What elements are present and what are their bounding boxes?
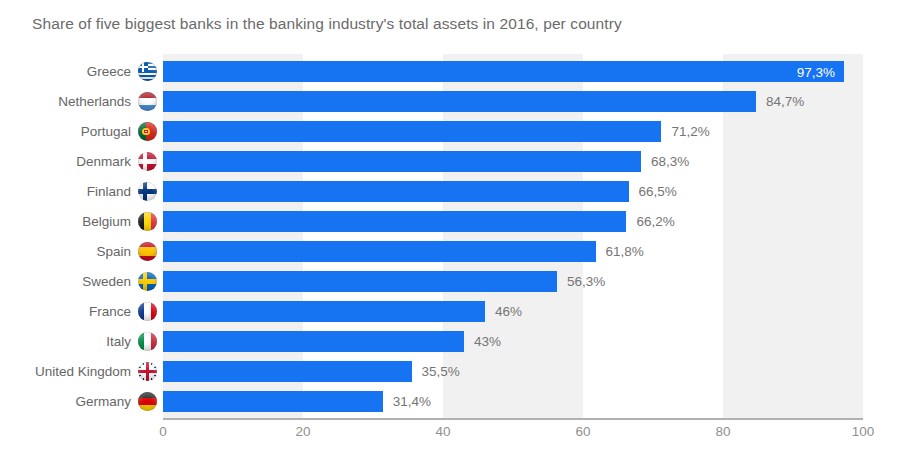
category-label-row: Finland xyxy=(87,181,157,202)
denmark-flag-icon xyxy=(138,152,157,171)
category-column: Greece Netherlands Portugal Denmark Finland B… xyxy=(0,54,157,418)
x-axis-tick-100: 100 xyxy=(852,424,875,439)
bar-value-label: 84,7% xyxy=(766,91,804,112)
finland-flag-icon xyxy=(138,182,157,201)
greece-flag-icon xyxy=(138,62,157,81)
chart-title: Share of five biggest banks in the banki… xyxy=(32,15,622,33)
bar-value-label: 46% xyxy=(495,301,522,322)
bar-italy xyxy=(163,331,464,352)
uk-flag-icon xyxy=(138,362,157,381)
category-name: France xyxy=(89,304,131,319)
bar-value-label: 66,5% xyxy=(639,181,677,202)
category-label-row: Belgium xyxy=(82,211,157,232)
bar-value-label: 97,3% xyxy=(797,64,835,79)
plot-area: 97,3% 84,7% 71,2% 68,3% 66,5% 66,2% 61,8%56,3%… xyxy=(163,54,863,420)
category-name: Portugal xyxy=(81,124,131,139)
category-name: Spain xyxy=(96,244,131,259)
category-label-row: France xyxy=(89,301,157,322)
bank-share-bar-chart: Share of five biggest banks in the banki… xyxy=(0,0,900,460)
bar-netherlands xyxy=(163,91,756,112)
spain-flag-icon xyxy=(138,242,157,261)
category-name: Italy xyxy=(106,334,131,349)
italy-flag-icon xyxy=(138,332,157,351)
category-label-row: Greece xyxy=(87,61,157,82)
bar-germany xyxy=(163,391,383,412)
bar-france xyxy=(163,301,485,322)
sweden-flag-icon xyxy=(138,272,157,291)
belgium-flag-icon xyxy=(138,212,157,231)
category-name: United Kingdom xyxy=(35,364,131,379)
category-name: Greece xyxy=(87,64,131,79)
category-name: Denmark xyxy=(76,154,131,169)
bar-spain xyxy=(163,241,596,262)
x-axis-tick-0: 0 xyxy=(159,424,167,439)
bar-value-label: 31,4% xyxy=(393,391,431,412)
bar-value-label: 71,2% xyxy=(671,121,709,142)
category-label-row: Sweden xyxy=(82,271,157,292)
bar-value-label: 56,3% xyxy=(567,271,605,292)
bar-value-label: 61,8% xyxy=(606,241,644,262)
portugal-flag-icon xyxy=(138,122,157,141)
germany-flag-icon xyxy=(138,392,157,411)
france-flag-icon xyxy=(138,302,157,321)
bar-finland xyxy=(163,181,629,202)
bar-belgium xyxy=(163,211,626,232)
category-name: Finland xyxy=(87,184,131,199)
bar-denmark xyxy=(163,151,641,172)
bar-uk xyxy=(163,361,412,382)
category-label-row: Portugal xyxy=(81,121,157,142)
category-label-row: Denmark xyxy=(76,151,157,172)
x-axis-ticks: 020406080100 xyxy=(163,424,863,442)
bar-value-label: 35,5% xyxy=(422,361,460,382)
category-name: Belgium xyxy=(82,214,131,229)
bar-value-label: 66,2% xyxy=(636,211,674,232)
category-label-row: Italy xyxy=(106,331,157,352)
x-axis-tick-20: 20 xyxy=(295,424,310,439)
x-axis-tick-40: 40 xyxy=(435,424,450,439)
category-name: Germany xyxy=(75,394,131,409)
category-name: Sweden xyxy=(82,274,131,289)
netherlands-flag-icon xyxy=(138,92,157,111)
x-axis-tick-80: 80 xyxy=(715,424,730,439)
category-name: Netherlands xyxy=(58,94,131,109)
category-label-row: Germany xyxy=(75,391,157,412)
category-label-row: Netherlands xyxy=(58,91,157,112)
bar-sweden xyxy=(163,271,557,292)
category-label-row: Spain xyxy=(96,241,157,262)
bar-greece: 97,3% xyxy=(163,61,844,82)
bar-value-label: 43% xyxy=(474,331,501,352)
bar-value-label: 68,3% xyxy=(651,151,689,172)
bar-portugal xyxy=(163,121,661,142)
category-label-row: United Kingdom xyxy=(35,361,157,382)
x-axis-tick-60: 60 xyxy=(575,424,590,439)
